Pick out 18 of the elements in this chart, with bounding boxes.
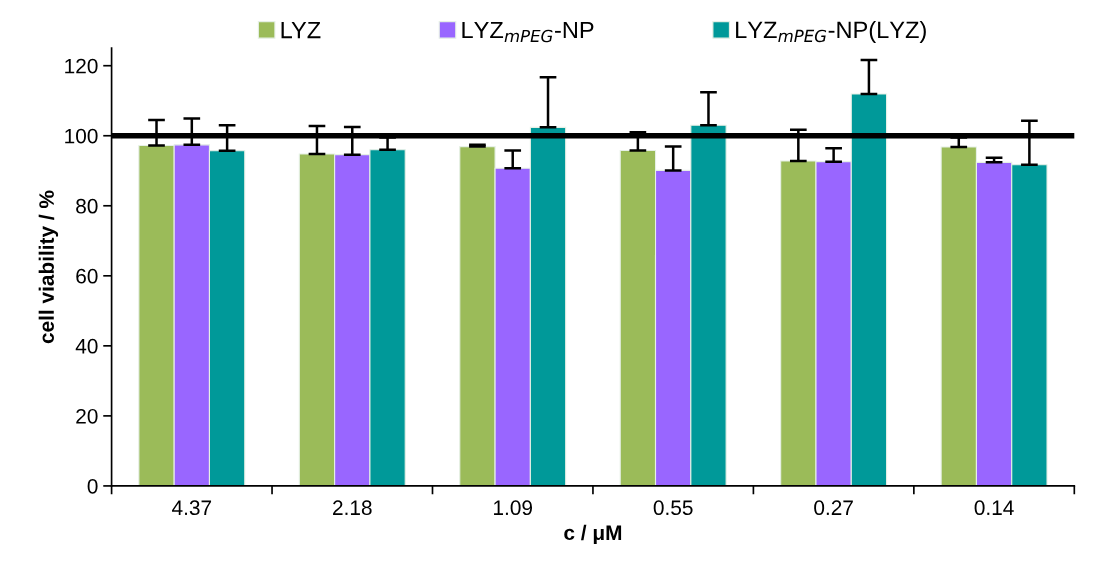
legend-label: LYZ [281, 21, 321, 39]
x-tick-label: 2.18 [333, 500, 372, 516]
legend-label: LYZ$_{mPEG}$-NP [462, 21, 594, 43]
y-tick-label: 120 [65, 58, 98, 74]
x-tick-label: 0.27 [814, 500, 853, 516]
x-tick-label: 0.14 [974, 500, 1014, 516]
y-tick-label: 40 [75, 338, 98, 354]
x-tick-label: 1.09 [494, 500, 533, 516]
x-tick-label: 4.37 [172, 500, 212, 516]
y-tick-label: 60 [76, 268, 98, 284]
legend-label: LYZ$_{mPEG}$-NP(LYZ) [736, 20, 926, 43]
y-tick-label: 100 [65, 128, 98, 144]
x-axis-title: c / μM [564, 524, 622, 545]
x-tick-label: 0.55 [653, 500, 693, 516]
y-tick-label: 0 [87, 478, 98, 494]
y-axis-title: cell viability / % [38, 190, 59, 344]
y-tick-label: 80 [76, 198, 98, 214]
y-tick-label: 20 [76, 408, 98, 424]
